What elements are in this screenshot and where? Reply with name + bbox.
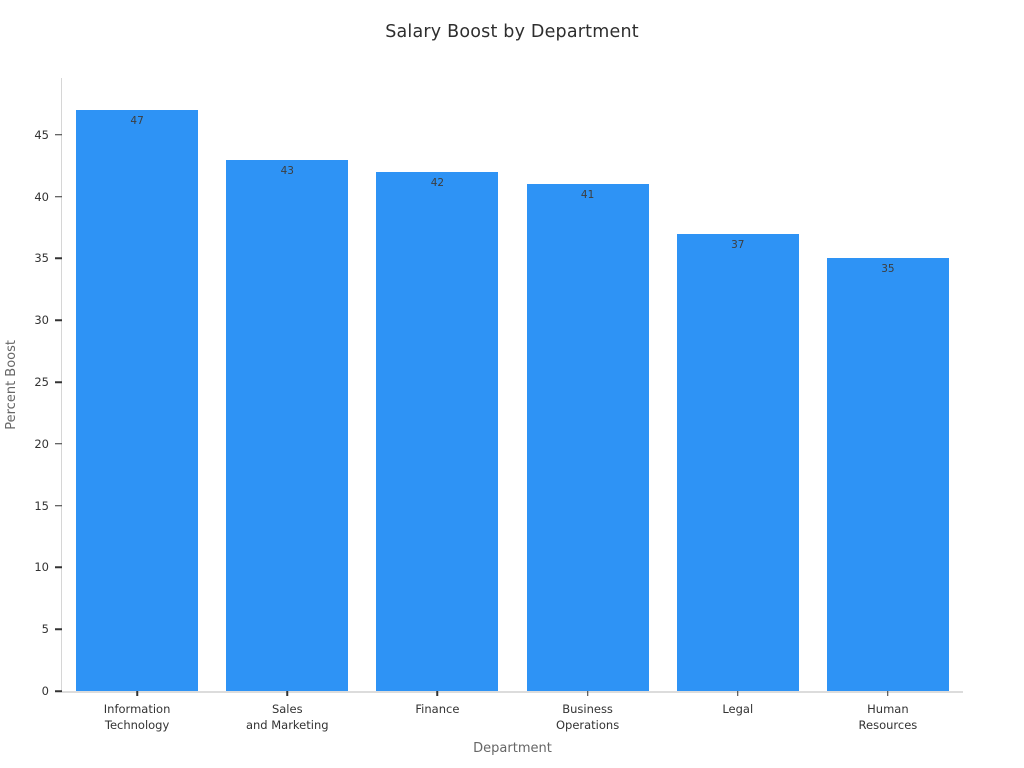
- x-tick-label: Finance: [415, 702, 460, 716]
- x-tick-label: Business Operations: [555, 702, 620, 732]
- x-tick-mark: [286, 691, 288, 696]
- y-tick-label: 35: [34, 251, 49, 266]
- bar-value-label: 41: [580, 189, 595, 202]
- y-tick-mark: [55, 381, 62, 383]
- y-tick-mark: [55, 319, 62, 321]
- y-tick-mark: [55, 134, 62, 136]
- y-tick-label: 40: [34, 189, 49, 204]
- bar: 43: [226, 159, 349, 691]
- bar: 37: [676, 233, 799, 691]
- y-tick-mark: [55, 690, 62, 692]
- bar: 42: [376, 171, 499, 691]
- y-tick-label: 0: [41, 684, 49, 698]
- x-tick-mark: [436, 691, 439, 696]
- y-tick-mark: [55, 443, 62, 445]
- y-tick-mark: [55, 566, 62, 569]
- bar-value-label: 47: [130, 115, 144, 128]
- x-tick-mark: [887, 691, 889, 696]
- y-tick-mark: [55, 504, 62, 507]
- y-tick-mark: [55, 257, 62, 260]
- y-tick-label: 10: [34, 560, 49, 575]
- bar-value-label: 37: [731, 238, 745, 251]
- y-axis-line: [60, 78, 62, 691]
- x-tick-label: Legal: [722, 702, 754, 716]
- x-tick-mark: [586, 691, 589, 696]
- x-tick-mark: [136, 691, 138, 696]
- y-axis-title-text: Percent Boost: [4, 339, 19, 430]
- y-tick-label: 5: [41, 622, 49, 637]
- bar: 35: [826, 258, 949, 691]
- y-axis-title: Percent Boost: [4, 78, 19, 691]
- x-axis-line: [62, 691, 963, 693]
- x-axis-title: Department: [473, 741, 552, 756]
- y-tick-label: 30: [34, 313, 49, 328]
- bar: 41: [526, 184, 649, 691]
- y-tick-label: 15: [34, 498, 49, 513]
- y-tick-label: 20: [34, 436, 49, 451]
- bar-value-label: 42: [430, 176, 445, 189]
- chart-title: Salary Boost by Department: [385, 22, 639, 42]
- y-tick-mark: [55, 628, 62, 630]
- x-tick-label: Sales and Marketing: [245, 702, 329, 732]
- bar-value-label: 35: [881, 263, 895, 276]
- y-tick-mark: [55, 195, 62, 198]
- bar-value-label: 43: [280, 164, 294, 177]
- bar: 47: [76, 110, 199, 691]
- y-tick-label: 25: [34, 375, 49, 390]
- x-tick-label: Human Resources: [858, 702, 918, 732]
- x-tick-label: Information Technology: [103, 702, 171, 732]
- y-tick-label: 45: [34, 127, 49, 142]
- x-tick-mark: [737, 691, 739, 696]
- plot-area: 0 5 10 15 20 25 30 35 40 45 47 43 42 41 37 35 Informat…: [34, 78, 963, 732]
